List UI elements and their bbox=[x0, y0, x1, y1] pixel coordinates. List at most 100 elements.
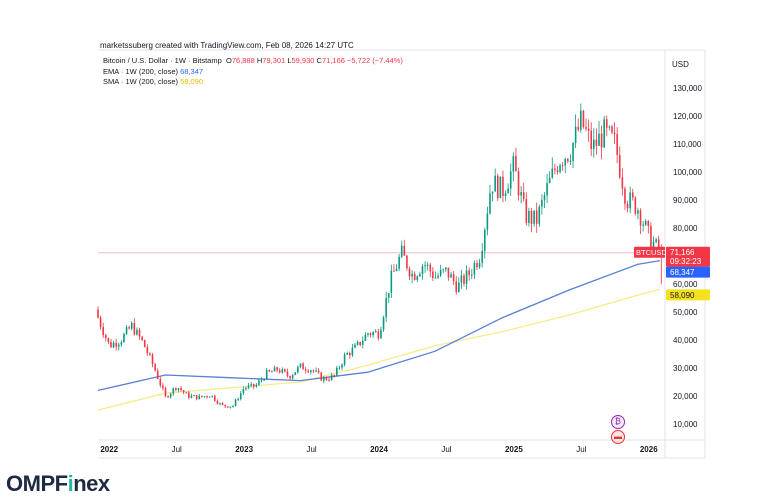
candle-body bbox=[608, 126, 611, 128]
candlestick-series bbox=[97, 103, 663, 409]
candle-body bbox=[276, 367, 278, 371]
candle-body bbox=[574, 126, 577, 143]
candle-body bbox=[297, 366, 299, 373]
candle-body bbox=[164, 388, 167, 397]
candle-body bbox=[273, 367, 276, 372]
candle-body bbox=[515, 156, 517, 172]
candle-body bbox=[502, 176, 504, 196]
candle-body bbox=[580, 110, 582, 130]
legend-open: 76,888 bbox=[231, 56, 255, 65]
x-tick-label: 2022 bbox=[100, 445, 118, 454]
candle-body bbox=[437, 275, 439, 278]
candle-body bbox=[455, 281, 458, 293]
candle-body bbox=[237, 399, 239, 401]
candle-body bbox=[286, 371, 289, 376]
candle-body bbox=[356, 341, 359, 345]
candle-body bbox=[637, 210, 639, 214]
candle-body bbox=[377, 331, 380, 339]
candle-body bbox=[491, 191, 494, 194]
x-tick-label: 2025 bbox=[505, 445, 523, 454]
legend-ema-row[interactable]: EMA · 1W (200, close) 68,347 bbox=[103, 67, 403, 78]
symbol-tag-box bbox=[634, 246, 665, 258]
candle-body bbox=[595, 139, 598, 146]
economic-event-flag-icon[interactable]: ▬ bbox=[611, 430, 625, 444]
candle-body bbox=[117, 344, 120, 347]
legend-low: 59,930 bbox=[291, 56, 315, 65]
x-tick-label: 2023 bbox=[235, 445, 253, 454]
candle-body bbox=[603, 119, 605, 148]
candle-body bbox=[406, 255, 408, 269]
candle-body bbox=[123, 333, 125, 343]
candle-body bbox=[198, 395, 201, 400]
candle-body bbox=[496, 175, 499, 199]
bitcoin-event-icon[interactable]: ₿ bbox=[611, 415, 625, 429]
candle-body bbox=[621, 177, 624, 189]
candle-body bbox=[260, 379, 263, 381]
chart-legend: Bitcoin / U.S. Dollar · 1W · Bitstamp O7… bbox=[103, 56, 403, 88]
candle-body bbox=[652, 241, 655, 248]
candle-body bbox=[245, 387, 247, 390]
ema-tag-text: 68,347 bbox=[670, 268, 695, 277]
candle-body bbox=[387, 293, 390, 298]
candle-body bbox=[650, 226, 652, 248]
candle-body bbox=[226, 406, 229, 408]
candle-body bbox=[338, 367, 341, 369]
candle-body bbox=[626, 203, 629, 209]
candle-body bbox=[172, 388, 175, 394]
candle-body bbox=[647, 220, 650, 227]
candle-body bbox=[188, 392, 190, 398]
last-price-tag-text: 09:32:23 bbox=[670, 257, 702, 266]
candle-body bbox=[154, 364, 156, 371]
y-tick-label: 110,000 bbox=[673, 140, 702, 149]
candle-body bbox=[330, 375, 333, 380]
candle-body bbox=[328, 379, 330, 381]
candle-body bbox=[320, 372, 323, 381]
candle-body bbox=[351, 347, 354, 356]
candle-body bbox=[611, 126, 613, 133]
candle-body bbox=[463, 275, 465, 284]
candle-body bbox=[559, 165, 561, 172]
candle-body bbox=[341, 364, 343, 368]
legend-symbol: Bitcoin / U.S. Dollar · 1W · Bitstamp bbox=[103, 56, 222, 65]
y-tick-label: 130,000 bbox=[673, 84, 702, 93]
candle-body bbox=[348, 352, 351, 356]
candle-body bbox=[203, 396, 206, 398]
candle-body bbox=[416, 276, 419, 280]
legend-ema-label: EMA · 1W (200, close) bbox=[103, 66, 179, 76]
candle-body bbox=[429, 264, 432, 272]
y-tick-label: 30,000 bbox=[673, 364, 698, 373]
candle-body bbox=[504, 193, 507, 196]
candle-body bbox=[572, 142, 574, 162]
candle-body bbox=[374, 331, 377, 333]
candle-body bbox=[190, 395, 193, 398]
y-tick-label: 50,000 bbox=[673, 308, 698, 317]
candle-body bbox=[336, 367, 338, 376]
candle-body bbox=[434, 277, 437, 279]
candle-body bbox=[569, 161, 572, 163]
y-axis: 130,000 120,000 110,000 100,000 90,000 80,000… bbox=[673, 84, 702, 429]
candle-body bbox=[494, 175, 496, 192]
candle-body bbox=[465, 270, 468, 284]
candle-body bbox=[130, 322, 133, 329]
legend-sma-row[interactable]: SMA · 1W (200, close) 58,090 bbox=[103, 77, 403, 88]
x-axis: 2022 Jul 2023 Jul 2024 Jul 2025 Jul 2026 bbox=[100, 445, 658, 454]
candle-body bbox=[141, 336, 143, 341]
candle-body bbox=[582, 110, 585, 128]
candle-body bbox=[312, 370, 315, 372]
candle-body bbox=[252, 383, 255, 387]
currency-label[interactable]: USD bbox=[672, 60, 689, 69]
candle-body bbox=[655, 239, 657, 242]
legend-high: 79,301 bbox=[262, 56, 286, 65]
candle-body bbox=[180, 388, 182, 391]
candle-body bbox=[624, 188, 626, 204]
candle-body bbox=[530, 211, 533, 224]
candle-body bbox=[364, 334, 367, 341]
candle-body bbox=[639, 210, 642, 226]
candle-body bbox=[110, 341, 112, 348]
symbol-tag-text: BTCUSD bbox=[636, 248, 667, 257]
candle-body bbox=[458, 282, 460, 293]
candle-body bbox=[278, 370, 281, 373]
candle-body bbox=[97, 309, 99, 318]
